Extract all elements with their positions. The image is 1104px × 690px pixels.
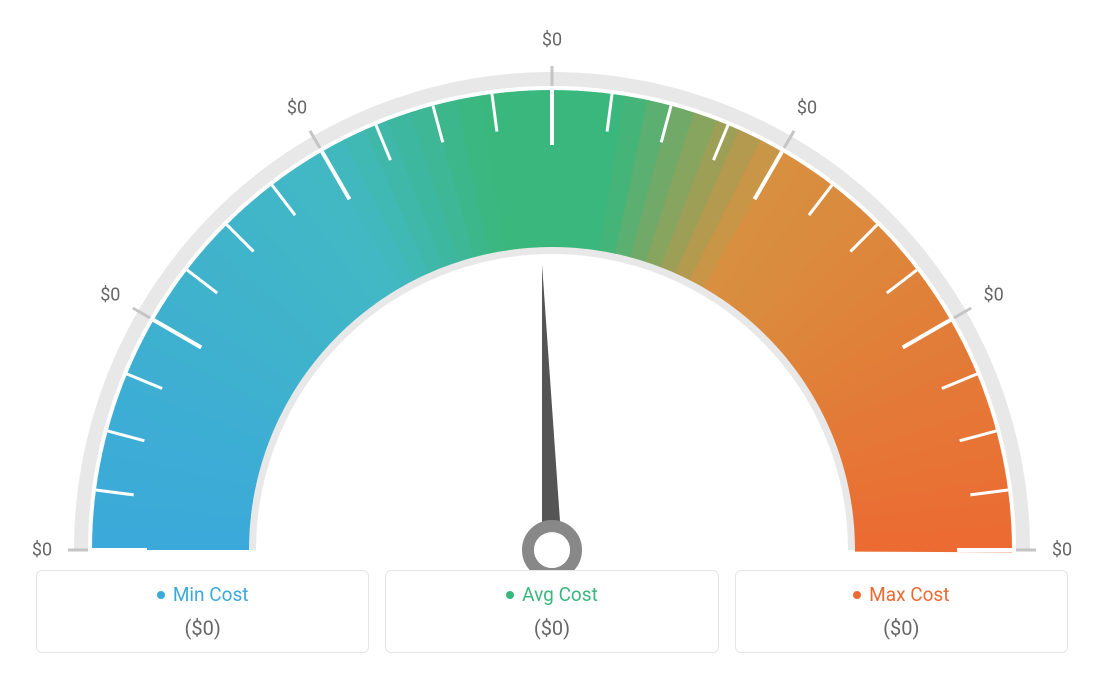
gauge-chart: $0 $0 $0 $0 $0 $0 $0 [32, 10, 1072, 570]
gauge-tick-label: $0 [797, 98, 817, 119]
legend-label-max: Max Cost [869, 583, 949, 606]
legend-card-min: Min Cost ($0) [36, 570, 369, 653]
legend-card-max: Max Cost ($0) [735, 570, 1068, 653]
gauge-tick-label: $0 [984, 285, 1004, 306]
legend-value-min: ($0) [53, 616, 352, 640]
legend-dot-avg [506, 591, 514, 599]
legend-label-min: Min Cost [173, 583, 249, 606]
legend-card-avg: Avg Cost ($0) [385, 570, 718, 653]
legend-dot-min [157, 591, 165, 599]
legend-value-max: ($0) [752, 616, 1051, 640]
gauge-svg [32, 10, 1072, 570]
gauge-tick-label: $0 [287, 98, 307, 119]
legend-label-avg: Avg Cost [522, 583, 598, 606]
gauge-tick-label: $0 [542, 30, 562, 51]
legend-dot-max [853, 591, 861, 599]
gauge-tick-label: $0 [32, 540, 52, 561]
gauge-tick-label: $0 [100, 285, 120, 306]
legend-container: Min Cost ($0) Avg Cost ($0) Max Cost ($0… [0, 570, 1104, 653]
gauge-tick-label: $0 [1052, 540, 1072, 561]
legend-value-avg: ($0) [402, 616, 701, 640]
